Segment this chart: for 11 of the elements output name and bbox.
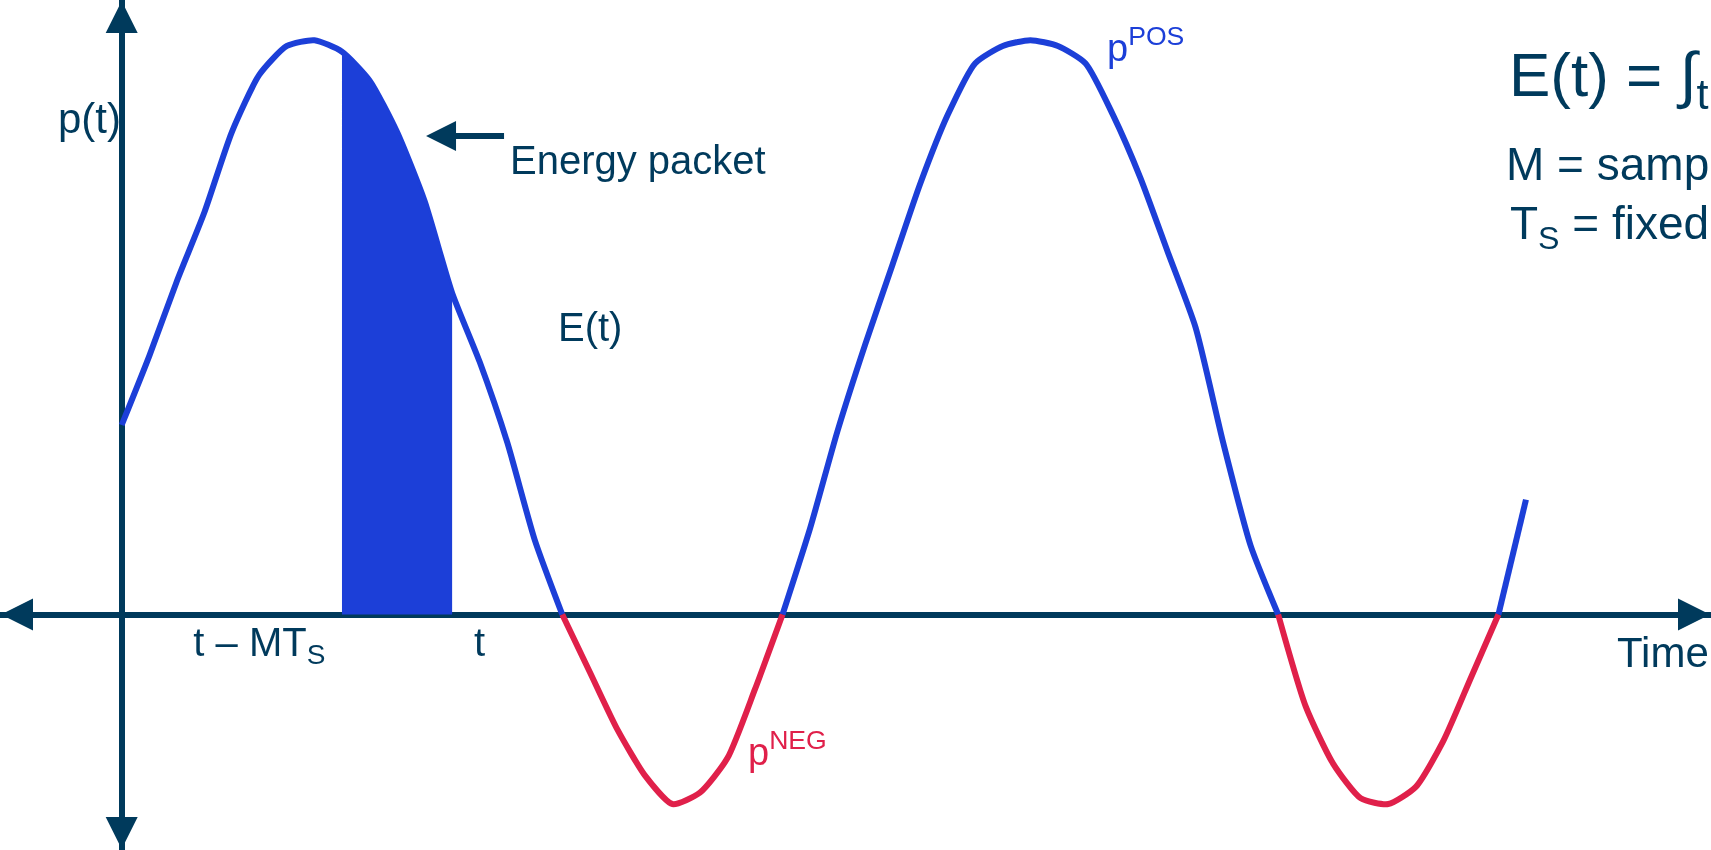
y-axis-title: p(t) bbox=[58, 95, 121, 142]
annotation: E(t) = ∫$_{t}$ bbox=[1509, 40, 1709, 119]
annotation: T$_{S}$ = fixed bbox=[1510, 197, 1710, 256]
series-label: p$^{NEG}$ bbox=[748, 725, 827, 773]
x-tick-label: t bbox=[474, 619, 486, 664]
annotation: M = samp bbox=[1506, 138, 1710, 190]
x-tick-label: t – MT$_{S}$ bbox=[193, 619, 326, 670]
x-axis-title: Time bbox=[1617, 629, 1709, 676]
annotation: Energy packet bbox=[510, 138, 766, 182]
annotation: E(t) bbox=[558, 305, 623, 349]
series-label: p$^{POS}$ bbox=[1107, 21, 1185, 69]
